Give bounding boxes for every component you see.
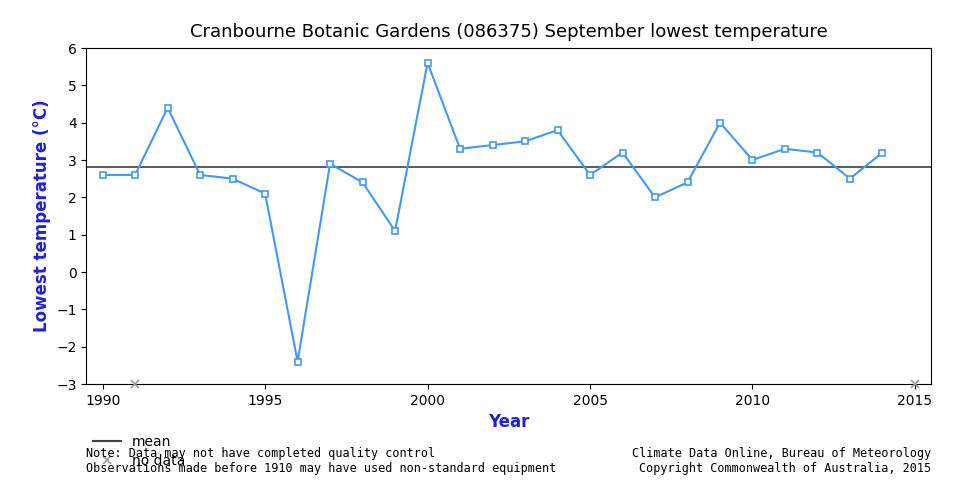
Text: Note: Data may not have completed quality control
Observations made before 1910 : Note: Data may not have completed qualit… [86,447,557,475]
Text: Climate Data Online, Bureau of Meteorology
Copyright Commonwealth of Australia, : Climate Data Online, Bureau of Meteorolo… [632,447,931,475]
Title: Cranbourne Botanic Gardens (086375) September lowest temperature: Cranbourne Botanic Gardens (086375) Sept… [190,23,828,41]
Y-axis label: Lowest temperature (°C): Lowest temperature (°C) [33,100,51,332]
Legend: mean, no data: mean, no data [93,434,185,468]
X-axis label: Year: Year [488,413,530,431]
